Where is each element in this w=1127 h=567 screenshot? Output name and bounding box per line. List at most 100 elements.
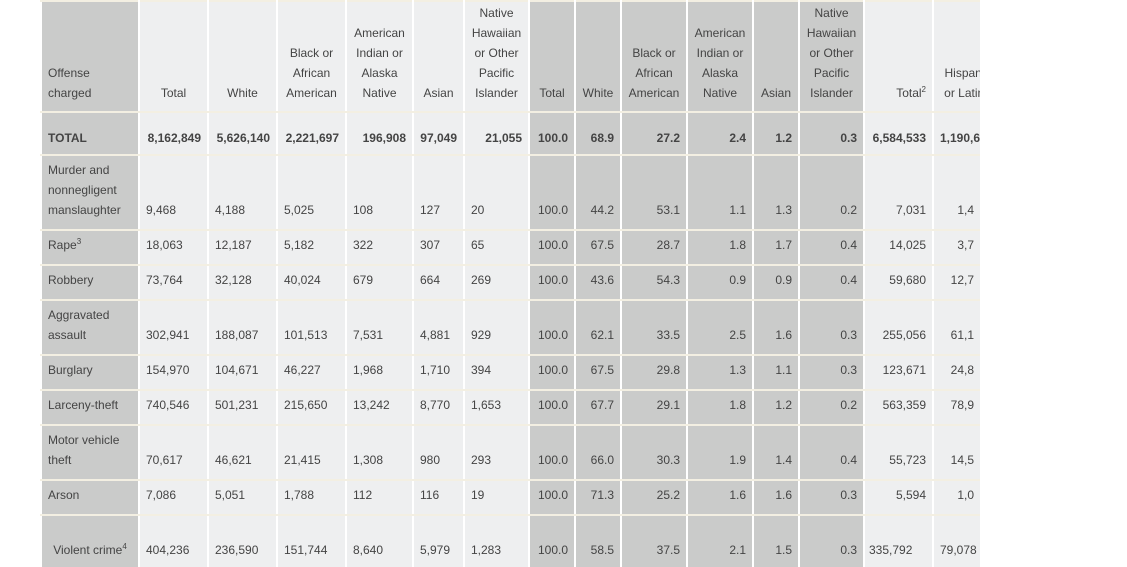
- data-cell: 1.3: [752, 154, 800, 231]
- data-cell: 563,359: [863, 389, 934, 426]
- data-cell: 70,617: [138, 424, 209, 481]
- data-cell: 1.3: [686, 354, 754, 391]
- column-header-label: Total: [896, 86, 922, 100]
- data-cell: 0.2: [798, 154, 865, 231]
- data-cell: 4,188: [207, 154, 278, 231]
- data-cell: 0.4: [798, 424, 865, 481]
- data-cell: 980: [412, 424, 465, 481]
- data-cell: 1.8: [686, 229, 754, 266]
- table-row: Violent crime4 404,236 236,590 151,744 8,640…: [40, 514, 980, 567]
- data-cell: 13,242: [345, 389, 414, 426]
- table-row: Robbery 73,764 32,128 40,024 679 664 269 100.0 4…: [40, 264, 980, 301]
- data-cell: 25.2: [620, 479, 688, 516]
- footnote-marker: 3: [76, 237, 82, 246]
- data-cell: 53.1: [620, 154, 688, 231]
- column-header-label: Asian: [423, 86, 454, 100]
- data-cell: 97,049: [412, 111, 465, 156]
- offense-label: Violent crime: [53, 543, 123, 557]
- data-cell: 127: [412, 154, 465, 231]
- data-cell: 44.2: [574, 154, 622, 231]
- column-header-label: White: [582, 86, 614, 100]
- column-header: Black or African American: [620, 0, 688, 113]
- table-row: Motor vehicle theft 70,617 46,621 21,415 1,3…: [40, 424, 980, 481]
- data-cell: 18,063: [138, 229, 209, 266]
- table-row: Arson 7,086 5,051 1,788 112 116 19 100.0 71.3 25.…: [40, 479, 980, 516]
- data-cell: 269: [463, 264, 530, 301]
- offense-label: TOTAL: [48, 131, 87, 145]
- data-cell: 394: [463, 354, 530, 391]
- data-cell: 29.8: [620, 354, 688, 391]
- offense-label: Robbery: [48, 273, 94, 287]
- data-cell: 2.4: [686, 111, 754, 156]
- data-cell: 54.3: [620, 264, 688, 301]
- data-cell: 302,941: [138, 299, 209, 356]
- data-cell: 20: [463, 154, 530, 231]
- data-cell: 21,055: [463, 111, 530, 156]
- offense-label: Motor vehicle theft: [48, 433, 120, 467]
- column-header: Native Hawaiian or Other Pacific Islande…: [463, 0, 530, 113]
- data-cell: 101,513: [276, 299, 347, 356]
- data-cell: 73,764: [138, 264, 209, 301]
- data-cell: 255,056: [863, 299, 934, 356]
- data-cell: 8,162,849: [138, 111, 209, 156]
- data-cell: 100.0: [528, 229, 576, 266]
- offense-cell: Aggravated assault: [40, 299, 140, 356]
- data-cell: 59,680: [863, 264, 934, 301]
- data-cell: 100.0: [528, 389, 576, 426]
- data-cell: 28.7: [620, 229, 688, 266]
- data-cell: 1.2: [752, 389, 800, 426]
- arrest-table-container: Offense charged Total White Black or Africa…: [40, 0, 980, 567]
- data-cell: 236,590: [207, 514, 278, 567]
- data-cell: 1.5: [752, 514, 800, 567]
- data-cell: 4,881: [412, 299, 465, 356]
- header-row: Offense charged Total White Black or Africa…: [40, 0, 980, 113]
- data-cell: 1,968: [345, 354, 414, 391]
- data-cell: 5,182: [276, 229, 347, 266]
- data-cell: 0.3: [798, 514, 865, 567]
- data-cell: 1,0: [932, 479, 980, 516]
- column-header-label: White: [227, 86, 258, 100]
- data-cell: 1.6: [752, 299, 800, 356]
- data-cell: 8,640: [345, 514, 414, 567]
- data-cell: 21,415: [276, 424, 347, 481]
- data-cell: 0.4: [798, 229, 865, 266]
- column-header-label: Asian: [760, 86, 792, 100]
- data-cell: 79,078: [932, 514, 980, 567]
- data-cell: 1,308: [345, 424, 414, 481]
- data-cell: 7,031: [863, 154, 934, 231]
- data-cell: 6,584,533: [863, 111, 934, 156]
- footnote-marker: 4: [122, 542, 127, 551]
- data-cell: 3,7: [932, 229, 980, 266]
- data-cell: 7,086: [138, 479, 209, 516]
- table-row: Larceny-theft 740,546 501,231 215,650 13,242…: [40, 389, 980, 426]
- column-header-label: Native Hawaiian or Other Pacific Islande…: [471, 6, 522, 100]
- table-row: Murder and nonnegligent manslaughter 9,46…: [40, 154, 980, 231]
- column-header-label: Black or African American: [286, 46, 337, 100]
- data-cell: 0.9: [752, 264, 800, 301]
- data-cell: 46,227: [276, 354, 347, 391]
- data-cell: 100.0: [528, 299, 576, 356]
- column-header: Total: [528, 0, 576, 113]
- data-cell: 116: [412, 479, 465, 516]
- data-cell: 27.2: [620, 111, 688, 156]
- offense-cell: Larceny-theft: [40, 389, 140, 426]
- offense-cell: Rape3: [40, 229, 140, 266]
- data-cell: 1.2: [752, 111, 800, 156]
- data-cell: 100.0: [528, 154, 576, 231]
- data-cell: 322: [345, 229, 414, 266]
- offense-label: Burglary: [48, 363, 93, 377]
- data-cell: 46,621: [207, 424, 278, 481]
- column-header: White: [574, 0, 622, 113]
- data-cell: 335,792: [863, 514, 934, 567]
- data-cell: 1,788: [276, 479, 347, 516]
- column-header: Native Hawaiian or Other Pacific Islande…: [798, 0, 865, 113]
- offense-label: Larceny-theft: [48, 398, 119, 412]
- data-cell: 2,221,697: [276, 111, 347, 156]
- data-cell: 12,7: [932, 264, 980, 301]
- data-cell: 215,650: [276, 389, 347, 426]
- data-cell: 5,979: [412, 514, 465, 567]
- data-cell: 33.5: [620, 299, 688, 356]
- data-cell: 8,770: [412, 389, 465, 426]
- data-cell: 5,594: [863, 479, 934, 516]
- data-cell: 5,626,140: [207, 111, 278, 156]
